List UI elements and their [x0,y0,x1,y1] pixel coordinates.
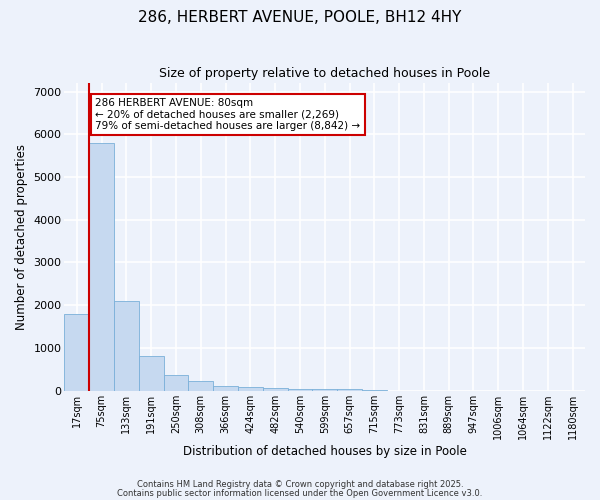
Y-axis label: Number of detached properties: Number of detached properties [15,144,28,330]
Bar [238,387,263,390]
Bar [64,314,89,390]
Bar [89,143,114,390]
Text: 286 HERBERT AVENUE: 80sqm
← 20% of detached houses are smaller (2,269)
79% of se: 286 HERBERT AVENUE: 80sqm ← 20% of detac… [95,98,361,131]
Text: Contains public sector information licensed under the Open Government Licence v3: Contains public sector information licen… [118,488,482,498]
Bar [188,382,213,390]
Bar [164,376,188,390]
Text: Contains HM Land Registry data © Crown copyright and database right 2025.: Contains HM Land Registry data © Crown c… [137,480,463,489]
X-axis label: Distribution of detached houses by size in Poole: Distribution of detached houses by size … [183,444,467,458]
Bar [139,356,164,390]
Title: Size of property relative to detached houses in Poole: Size of property relative to detached ho… [159,68,490,80]
Bar [287,388,313,390]
Bar [213,386,238,390]
Bar [114,301,139,390]
Bar [263,388,287,390]
Text: 286, HERBERT AVENUE, POOLE, BH12 4HY: 286, HERBERT AVENUE, POOLE, BH12 4HY [139,10,461,25]
